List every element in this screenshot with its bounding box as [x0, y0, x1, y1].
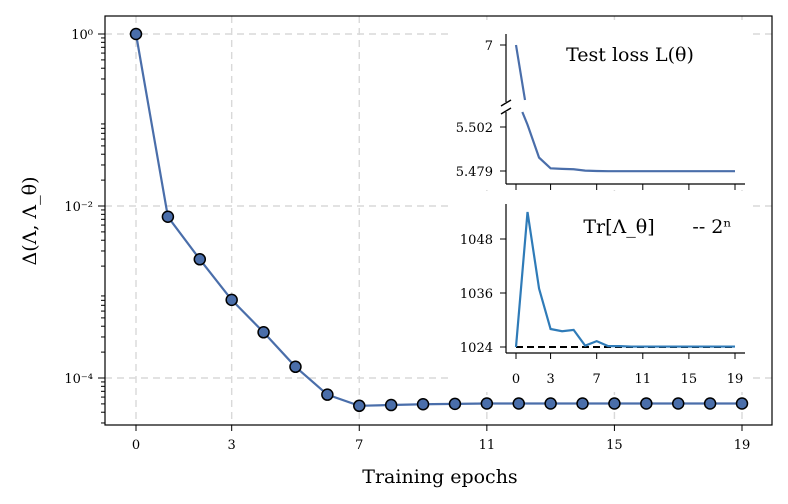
inset-background — [448, 20, 753, 190]
inset-trace-axes: 1048 1036 1024 0 3 7 11 15 19 — [460, 204, 745, 387]
inset2-y-tick-label: 1048 — [460, 233, 493, 248]
main-data-point — [671, 397, 685, 410]
inset2-x-tick-label: 15 — [681, 372, 698, 387]
main-data-point — [735, 397, 749, 410]
main-data-point — [544, 397, 557, 410]
main-x-tick-label: 3 — [228, 438, 236, 453]
main-data-point — [129, 27, 143, 41]
main-x-tick-label: 11 — [479, 438, 496, 453]
inset2-y-tick-label: 1036 — [460, 287, 493, 302]
inset1-y-tick-label: 5.502 — [456, 121, 493, 136]
test-loss-line-upper — [514, 44, 527, 101]
y-axis-label: Δ(Λ, Λ_θ) — [19, 176, 41, 265]
inset-test-loss-series — [514, 44, 735, 173]
inset-test-loss-axes: 7 5.502 5.479 — [456, 34, 745, 190]
main-series-markers — [129, 27, 749, 413]
inset2-x-tick-label: 0 — [512, 372, 520, 387]
main-y-tick-label: 10⁻² — [64, 200, 93, 215]
main-data-point — [321, 388, 334, 401]
inset-trace: 1048 1036 1024 0 3 7 11 15 19 Tr[Λ_θ] -- 2ⁿ — [448, 192, 753, 392]
inset1-y-tick-label: 7 — [485, 39, 493, 54]
main-y-tick-label: 10⁰ — [71, 28, 93, 43]
inset-trace-title: Tr[Λ_θ] — [583, 216, 654, 238]
inset2-x-tick-label: 19 — [727, 372, 744, 387]
main-data-point — [257, 326, 270, 339]
inset-test-loss: 7 5.502 5.479 Test loss L(θ) — [448, 20, 753, 190]
main-data-point — [161, 210, 175, 223]
main-y-ticks: 10⁰ 10⁻² 10⁻⁴ — [64, 28, 105, 424]
main-data-point — [448, 397, 462, 411]
inset-test-loss-title: Test loss L(θ) — [566, 44, 694, 66]
main-x-tick-label: 0 — [132, 438, 140, 453]
inset-trace-legend: -- 2ⁿ — [692, 216, 731, 238]
inset1-y-tick-label: 5.479 — [456, 165, 493, 180]
inset2-x-tick-label: 7 — [593, 372, 601, 387]
inset2-x-tick-label: 3 — [546, 372, 554, 387]
main-data-point — [512, 397, 525, 410]
main-data-point — [576, 397, 589, 410]
main-x-ticks: 0 3 7 11 15 19 — [132, 425, 750, 453]
test-loss-line-lower — [521, 111, 735, 173]
main-y-tick-label: 10⁻⁴ — [64, 372, 93, 387]
axis-break-mark — [500, 107, 512, 115]
main-data-point — [608, 397, 621, 410]
inset2-y-tick-label: 1024 — [460, 341, 493, 356]
main-x-tick-label: 15 — [606, 438, 623, 453]
main-data-point — [640, 397, 653, 410]
main-data-point — [703, 397, 717, 410]
inset-background — [448, 192, 753, 392]
main-data-point — [353, 399, 366, 413]
main-x-tick-label: 7 — [355, 438, 363, 453]
inset-trace-line — [514, 211, 735, 348]
main-data-point — [384, 398, 398, 412]
inset2-x-tick-label: 11 — [635, 372, 652, 387]
main-data-point — [416, 398, 430, 411]
main-data-point — [289, 360, 302, 374]
main-axes-frame — [104, 15, 773, 426]
main-x-tick-label: 19 — [734, 438, 751, 453]
main-data-point — [480, 397, 494, 410]
x-axis-label: Training epochs — [362, 466, 517, 488]
axis-break-mark — [500, 99, 512, 107]
main-data-point — [193, 253, 207, 266]
main-data-point — [225, 293, 238, 307]
